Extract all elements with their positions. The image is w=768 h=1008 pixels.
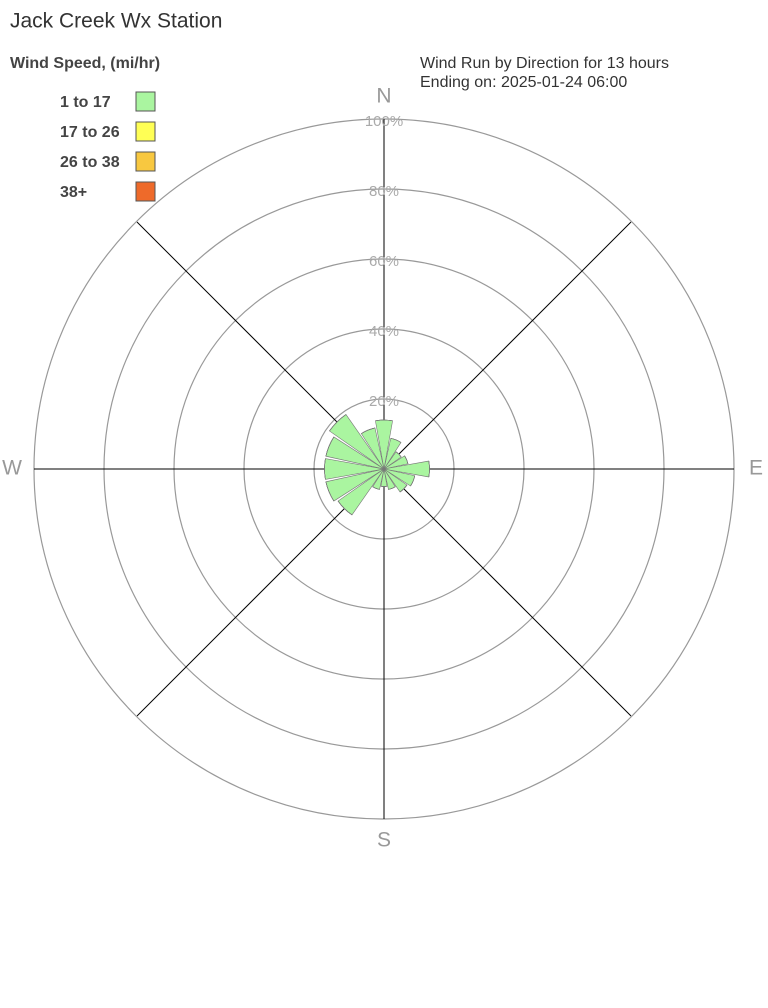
annotation: Ending on: 2025-01-24 06:00: [420, 74, 627, 91]
direction-label: N: [376, 85, 391, 108]
r-tick-label: 100%: [365, 113, 403, 130]
petal: [329, 414, 347, 432]
r-tick-label: 60%: [369, 253, 399, 270]
legend-label: 1 to 17: [60, 94, 111, 111]
legend-swatch: [135, 91, 156, 112]
petal: [361, 427, 376, 434]
legend-swatch: [135, 151, 156, 172]
petal: [395, 451, 402, 458]
legend-swatch: [135, 181, 156, 202]
petal: [372, 486, 380, 490]
legend-label: 17 to 26: [60, 124, 120, 141]
petal: [388, 486, 396, 490]
chart-title: Jack Creek Wx Station: [10, 10, 222, 33]
r-tick-label: 20%: [369, 393, 399, 410]
r-tick-label: 40%: [369, 323, 399, 340]
r-tick-label: 80%: [369, 183, 399, 200]
annotation: Wind Run by Direction for 13 hours: [420, 55, 669, 72]
direction-label: E: [749, 457, 763, 480]
petal: [325, 436, 335, 457]
petal: [325, 481, 335, 502]
direction-label: S: [377, 829, 391, 852]
legend-label: 38+: [60, 184, 87, 201]
petal: [410, 475, 416, 487]
legend-swatch: [135, 121, 156, 142]
legend-title: Wind Speed, (mi/hr): [10, 55, 160, 72]
petal: [428, 460, 430, 478]
petal: [390, 437, 402, 443]
legend-label: 26 to 38: [60, 154, 120, 171]
direction-label: W: [2, 457, 22, 480]
petal: [375, 419, 393, 422]
